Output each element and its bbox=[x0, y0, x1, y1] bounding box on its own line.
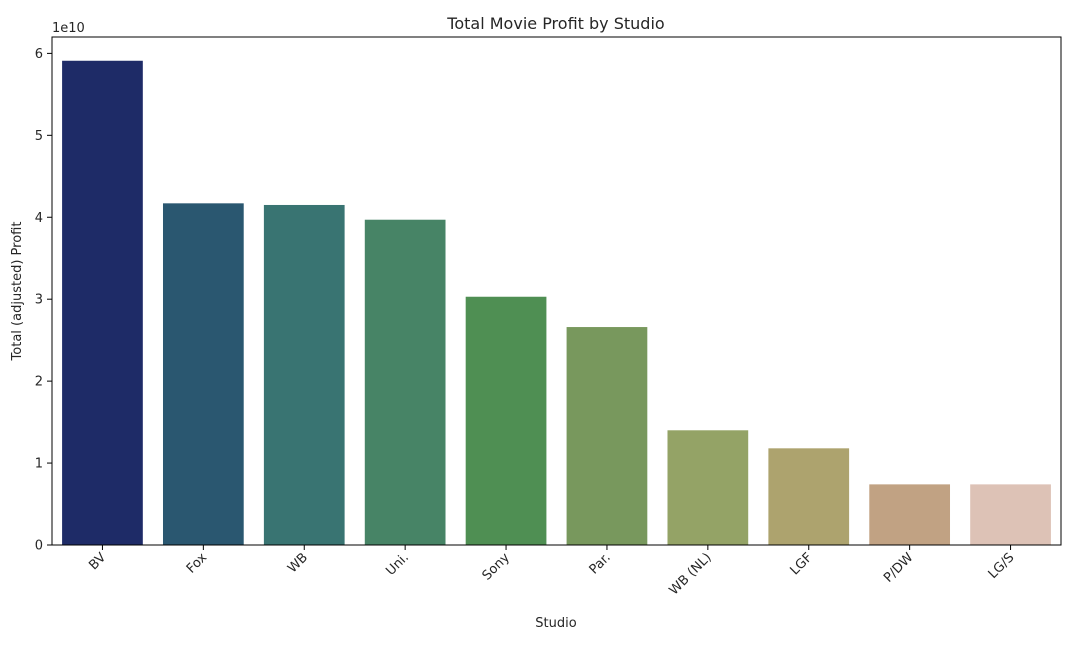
bar-uni bbox=[364, 219, 446, 545]
x-axis: BV Fox WB Uni. Sony Par. WB (NL) LGF P/DW LG/S bbox=[86, 545, 1017, 598]
bar-wb bbox=[263, 204, 345, 545]
bar-fox bbox=[162, 203, 244, 545]
x-tick-label: Par. bbox=[587, 550, 614, 577]
bar-lg-s bbox=[970, 484, 1051, 545]
y-tick-label: 3 bbox=[35, 293, 43, 308]
plot-frame bbox=[51, 36, 1062, 546]
x-tick-label: Uni. bbox=[383, 550, 412, 579]
x-tick-label: BV bbox=[86, 550, 109, 573]
x-tick-label: Fox bbox=[184, 550, 211, 577]
bar-wb-nl bbox=[667, 430, 749, 545]
y-tick-label: 2 bbox=[35, 375, 43, 390]
y-tick-label: 5 bbox=[35, 129, 43, 144]
bar-par bbox=[566, 327, 648, 545]
bar-sony bbox=[465, 296, 547, 545]
bar-p-dw bbox=[869, 484, 951, 545]
x-tick-label: WB (NL) bbox=[667, 550, 715, 598]
bars-group bbox=[62, 60, 1051, 545]
bar-bv bbox=[62, 60, 143, 545]
y-tick-label: 0 bbox=[35, 539, 43, 554]
y-axis: 0 1 2 3 4 5 6 bbox=[35, 47, 52, 554]
bar-lgf bbox=[768, 448, 850, 545]
y-axis-label: Total (adjusted) Profit bbox=[10, 222, 25, 362]
y-tick-label: 6 bbox=[35, 47, 43, 62]
y-tick-label: 1 bbox=[35, 457, 43, 472]
x-tick-label: LGF bbox=[787, 550, 815, 578]
y-tick-label: 4 bbox=[35, 211, 43, 226]
x-tick-label: P/DW bbox=[881, 550, 917, 586]
y-offset-label: 1e10 bbox=[52, 21, 85, 36]
chart-title: Total Movie Profit by Studio bbox=[446, 14, 664, 33]
x-tick-label: LG/S bbox=[986, 550, 1018, 582]
x-axis-label: Studio bbox=[535, 616, 576, 631]
x-tick-label: Sony bbox=[480, 550, 514, 584]
x-tick-label: WB bbox=[285, 550, 311, 576]
